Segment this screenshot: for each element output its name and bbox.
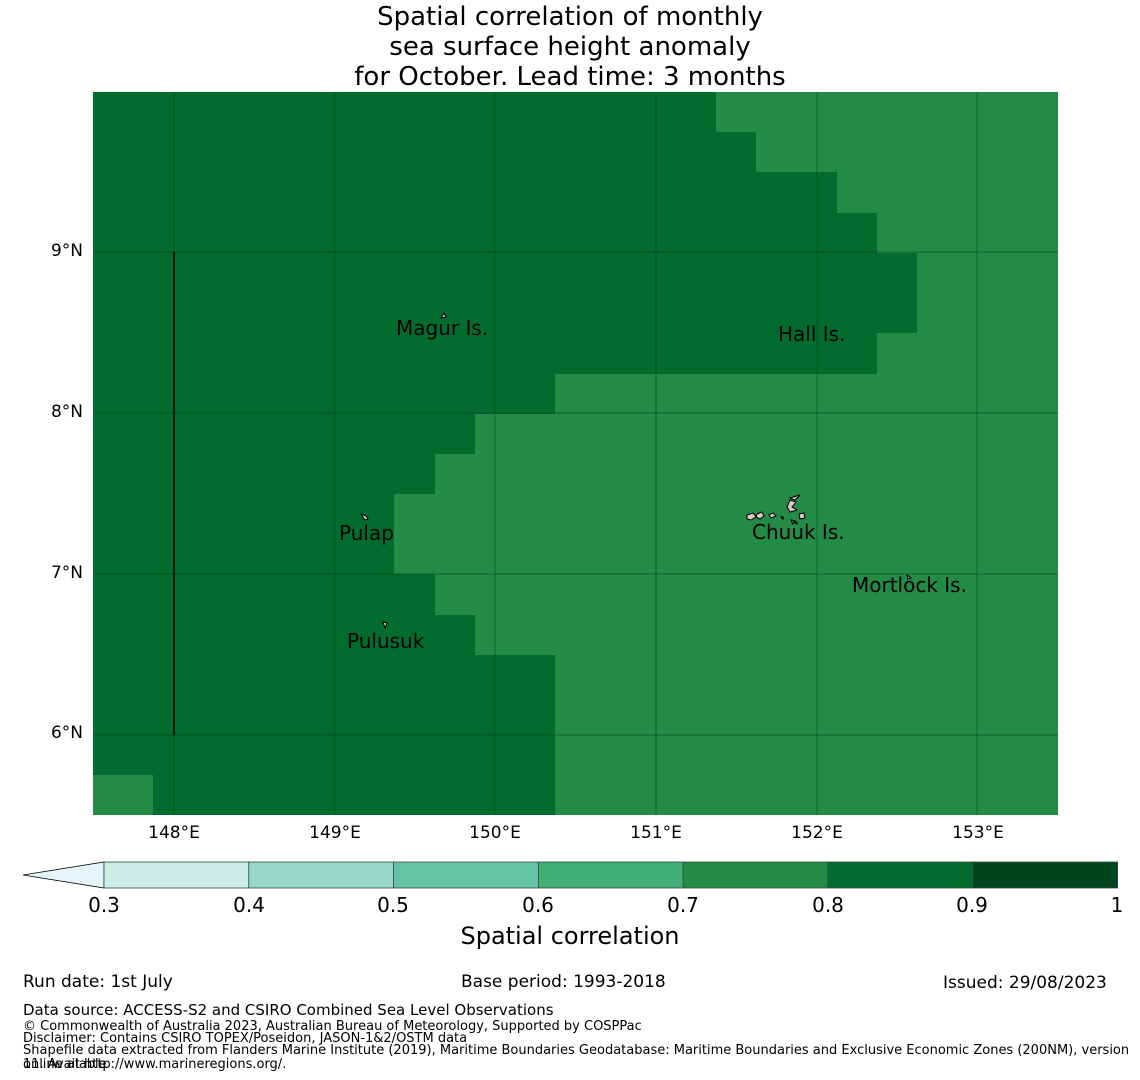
lon-tick-label: 148°E [148, 823, 200, 843]
colorbar-segment [682, 861, 829, 889]
colorbar-segment [248, 861, 395, 889]
colorbar-segments [103, 861, 1118, 889]
place-label-hall: Hall Is. [778, 322, 846, 346]
magur-island-shape [439, 311, 447, 319]
place-label-pulap: Pulap [339, 521, 394, 545]
colorbar-tick: 0.4 [233, 893, 265, 917]
place-label-magur: Magur Is. [396, 316, 489, 340]
lat-tick-label: 9°N [50, 241, 83, 261]
issued-date: Issued: 29/08/2023 [943, 973, 1107, 993]
region-0-8-0-9 [93, 92, 917, 815]
colorbar-tick: 0.5 [377, 893, 409, 917]
shapefile-credit: Shapefile data extracted from Flanders M… [23, 1043, 1130, 1072]
colorbar [20, 858, 1120, 896]
colorbar-tick: 0.8 [812, 893, 844, 917]
lon-tick-label: 150°E [469, 823, 521, 843]
colorbar-segment [103, 861, 250, 889]
colorbar-segment [393, 861, 539, 889]
place-label-mortlock: Mortlock Is. [852, 573, 967, 597]
colorbar-segment [827, 861, 974, 889]
pulap-island-shape [359, 512, 369, 521]
lon-tick-label: 153°E [952, 823, 1004, 843]
colorbar-tick: 0.7 [667, 893, 699, 917]
copyright: © Commonwealth of Australia 2023, Austra… [23, 1019, 642, 1034]
place-label-chuuk: Chuuk Is. [752, 520, 845, 544]
lon-tick-label: 151°E [630, 823, 682, 843]
lat-tick-label: 8°N [50, 402, 83, 422]
correlation-map [93, 92, 1058, 815]
lon-tick-label: 152°E [791, 823, 843, 843]
lon-tick-label: 149°E [309, 823, 361, 843]
disclaimer: Disclaimer: Contains CSIRO TOPEX/Poseido… [23, 1031, 468, 1046]
colorbar-segment [538, 861, 684, 889]
colorbar-label: Spatial correlation [460, 922, 680, 950]
data-source: Data source: ACCESS-S2 and CSIRO Combine… [23, 1001, 554, 1019]
colorbar-tick: 0.9 [956, 893, 988, 917]
pulusuk-island-shape [382, 621, 388, 630]
run-date: Run date: 1st July [23, 972, 173, 992]
place-label-pulusuk: Pulusuk [347, 629, 425, 653]
colorbar-segment [972, 861, 1118, 889]
mortlock-island-shape [906, 573, 913, 580]
base-period: Base period: 1993-2018 [461, 972, 666, 992]
colorbar-tick: 0.6 [522, 893, 554, 917]
colorbar-svg [22, 861, 1118, 889]
map-canvas [93, 92, 1058, 815]
colorbar-extend-arrow [22, 861, 105, 889]
colorbar-tick: 0.3 [88, 893, 120, 917]
colorbar-tick: 1 [1110, 893, 1124, 917]
map-title: Spatial correlation of monthly sea surfa… [354, 2, 786, 92]
chuuk-island-shapes [746, 494, 806, 525]
lat-tick-label: 7°N [50, 563, 83, 583]
shapefile-url: online at http://www.marineregions.org/. [23, 1057, 287, 1072]
lat-tick-label: 6°N [50, 723, 83, 743]
